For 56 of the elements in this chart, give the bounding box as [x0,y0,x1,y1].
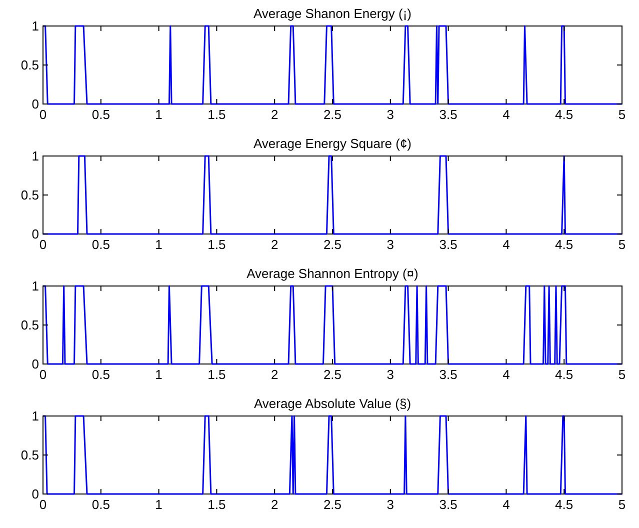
x-tick-label: 3 [386,107,394,122]
x-tick-label: 5 [618,237,626,252]
x-tick-label: 0.5 [92,237,110,252]
y-tick-label: 0.5 [20,318,39,332]
x-tick-label: 2 [270,237,278,252]
x-tick-label: 2.5 [323,367,342,382]
x-tick-label: 2 [270,107,278,122]
x-tick-label: 3 [386,367,394,382]
x-tick-label: 2.5 [323,107,342,122]
y-tick-label: 1 [32,278,39,294]
x-tick-label: 1.5 [208,107,226,122]
x-tick-label: 4 [502,367,510,382]
x-tick-label: 1.5 [208,497,226,512]
x-tick-label: 4.5 [555,367,574,382]
x-tick-label: 4 [502,107,510,122]
x-tick-label: 0.5 [92,107,110,122]
x-tick-label: 3.5 [439,497,458,512]
x-tick-label: 3 [386,497,394,512]
x-tick-label: 3.5 [439,367,458,382]
x-tick-label: 4 [502,497,510,512]
chart-title: Average Absolute Value (§) [254,396,412,411]
y-tick-label: 0 [32,356,39,372]
x-tick-label: 4.5 [555,497,574,512]
x-tick-label: 4.5 [555,237,574,252]
x-tick-label: 1.5 [208,367,226,382]
x-tick-label: 0.5 [92,497,110,512]
x-tick-label: 5 [618,107,626,122]
chart-title: Average Shannon Entropy (¤) [246,266,418,281]
x-tick-label: 0.5 [92,367,110,382]
x-tick-label: 1 [155,237,162,252]
y-tick-label: 0 [32,96,39,112]
x-tick-label: 3.5 [439,237,458,252]
x-tick-label: 4 [502,237,510,252]
chart-title: Average Shanon Energy (¡) [253,6,412,21]
x-tick-label: 2 [270,497,278,512]
x-tick-label: 2.5 [323,237,342,252]
x-tick-label: 1.5 [208,237,226,252]
x-tick-label: 1 [155,107,162,122]
x-tick-label: 3.5 [439,107,458,122]
x-tick-label: 2 [270,367,278,382]
x-tick-label: 4.5 [555,107,574,122]
chart-title: Average Energy Square (¢) [253,136,412,151]
y-tick-label: 1 [32,148,39,164]
y-tick-label: 0.5 [20,448,39,462]
y-tick-label: 0 [32,226,39,242]
y-tick-label: 0 [32,486,39,502]
y-tick-label: 1 [32,18,39,34]
x-tick-label: 5 [618,497,626,512]
x-tick-label: 2.5 [323,497,342,512]
x-tick-label: 1 [155,497,162,512]
x-tick-label: 5 [618,367,626,382]
x-tick-label: 1 [155,367,162,382]
x-tick-label: 3 [386,237,394,252]
y-tick-label: 0.5 [20,58,39,72]
y-tick-label: 1 [32,408,39,424]
y-tick-label: 0.5 [20,188,39,202]
